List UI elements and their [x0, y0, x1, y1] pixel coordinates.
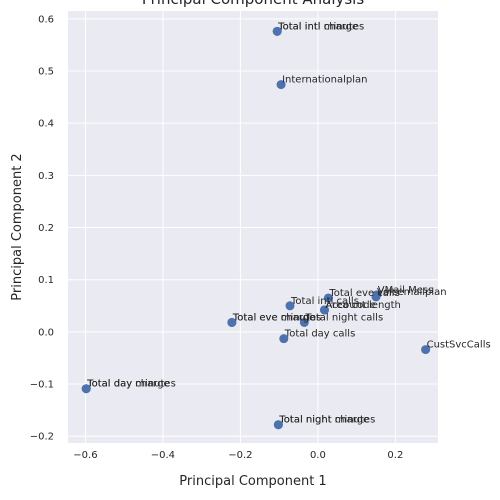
- x-tick-label: −0.6: [73, 450, 97, 461]
- data-point: [285, 301, 295, 311]
- y-tick-label: −0.1: [30, 380, 54, 391]
- data-point: [421, 345, 431, 355]
- point-label: Internationalplan: [282, 75, 367, 86]
- x-tick-label: −0.4: [151, 450, 175, 461]
- data-point: [227, 317, 237, 327]
- y-tick-label: 0.3: [38, 171, 54, 182]
- data-point: [276, 80, 286, 90]
- plot-background: [68, 11, 438, 443]
- chart-title: Principal Component Analysis: [142, 0, 365, 8]
- data-point: [272, 26, 282, 36]
- point-label: Area code: [325, 300, 375, 311]
- data-point: [319, 305, 329, 315]
- data-point: [299, 317, 309, 327]
- point-label: Total night charge: [278, 415, 369, 426]
- data-point: [81, 384, 91, 394]
- point-label: Total day charge: [86, 379, 170, 390]
- data-point: [273, 420, 283, 430]
- point-label: Total day calls: [284, 329, 356, 340]
- point-label: Total night minutes: [278, 415, 375, 426]
- point-label: Total intl calls: [290, 296, 359, 307]
- point-label: Total eve minutes: [232, 312, 321, 323]
- x-axis-label: Principal Component 1: [179, 474, 326, 489]
- y-tick-label: 0.5: [38, 67, 54, 78]
- x-tick-label: 0.2: [387, 450, 403, 461]
- x-tick-labels: −0.6 −0.4 −0.2 0.0 0.2: [73, 450, 403, 461]
- y-tick-label: 0.0: [38, 327, 54, 338]
- x-tick-label: 0.0: [310, 450, 326, 461]
- point-label: Total night calls: [304, 312, 383, 323]
- y-tick-label: 0.4: [38, 119, 54, 130]
- y-axis-label: Principal Component 2: [10, 153, 25, 300]
- grid-lines: [68, 11, 438, 443]
- y-tick-label: 0.6: [38, 14, 54, 25]
- y-tick-label: −0.2: [30, 432, 54, 443]
- point-label: CustSvcCalls: [427, 340, 491, 351]
- point-label: Total intl minutes: [277, 21, 364, 32]
- data-point: [371, 292, 381, 302]
- data-point: [323, 293, 333, 303]
- point-label: Total intl charge: [277, 21, 358, 32]
- point-label: Total day minutes: [86, 379, 176, 390]
- point-label: Total eve charge: [232, 312, 315, 323]
- point-label: Account length: [325, 300, 400, 311]
- point-label: Total eve calls: [328, 288, 399, 299]
- point-label: VMail Mess: [378, 285, 434, 296]
- data-points: [81, 26, 431, 430]
- y-tick-labels: −0.2 −0.1 0.0 0.1 0.2 0.3 0.4 0.5 0.6: [30, 14, 54, 442]
- data-point: [279, 334, 289, 344]
- point-label: Voicemailplan: [377, 287, 447, 298]
- y-tick-label: 0.2: [38, 223, 54, 234]
- x-tick-label: −0.2: [228, 450, 252, 461]
- y-tick-label: 0.1: [38, 275, 54, 286]
